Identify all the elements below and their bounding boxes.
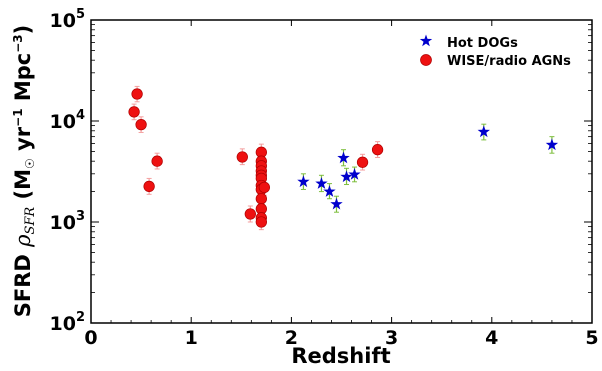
data-markers [128, 88, 559, 228]
y-tick-label-0: 102 [50, 310, 86, 335]
legend-circle-marker [420, 54, 432, 66]
hot-dog-point-2 [323, 185, 336, 197]
agn-point-4 [151, 155, 163, 167]
axis-ticks: 0 1 2 3 4 5 102 103 104 105 [50, 7, 599, 349]
agn-point-3 [143, 180, 155, 193]
hot-dog-point-8 [545, 138, 559, 151]
y-tick-label-2: 104 [50, 108, 86, 133]
agn-point-0 [128, 106, 140, 118]
legend-star-marker [419, 34, 433, 47]
agn-point-19 [258, 181, 270, 194]
agn-point-6 [244, 208, 256, 220]
x-tick-label-0: 0 [84, 327, 97, 349]
y-tick-label-1: 103 [50, 209, 86, 234]
legend: Hot DOGs WISE/radio AGNs [419, 34, 571, 69]
agn-point-18 [255, 216, 267, 228]
hot-dog-point-5 [340, 170, 353, 183]
x-tick-label-4: 4 [485, 327, 498, 349]
legend-label-hot-dogs: Hot DOGs [447, 36, 518, 51]
agn-point-5 [236, 151, 248, 163]
agn-point-2 [135, 119, 147, 131]
x-axis-title: Redshift [291, 344, 390, 368]
legend-label-wise-radio-agns: WISE/radio AGNs [447, 54, 571, 69]
hot-dog-point-4 [337, 151, 350, 164]
agn-point-21 [371, 144, 384, 156]
plot-frame [90, 19, 593, 324]
hot-dog-point-7 [477, 125, 490, 138]
x-tick-label-2: 2 [285, 327, 298, 349]
hot-dog-point-6 [348, 168, 361, 180]
y-tick-label-3: 105 [50, 7, 86, 32]
hot-dog-point-0 [297, 175, 310, 188]
y-axis-title: SFRD ρSFR (M☉ yr−1 Mpc−3) [11, 25, 38, 318]
hot-dog-point-3 [330, 197, 343, 210]
x-tick-label-1: 1 [185, 327, 198, 349]
agn-point-1 [131, 88, 143, 100]
x-tick-label-3: 3 [385, 327, 398, 349]
hot-dog-point-1 [315, 177, 328, 189]
x-tick-label-5: 5 [585, 327, 598, 349]
agn-point-15 [255, 193, 267, 205]
agn-point-20 [356, 156, 369, 168]
